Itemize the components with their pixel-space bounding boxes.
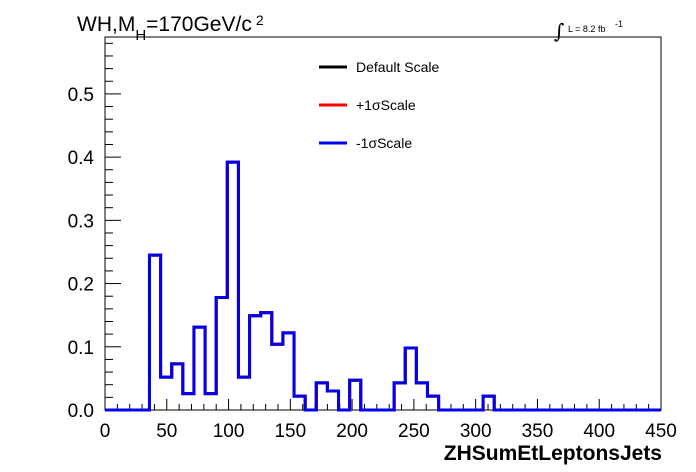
x-tick-label: 200 xyxy=(336,421,368,442)
y-tick-label: 0.0 xyxy=(68,401,94,422)
axis-ticks: 0 50 100 150 200 250 300 350 400 450 0.0 0.1 0.2 0.3 0… xyxy=(68,42,677,442)
luminosity-text: L = 8.2 fb xyxy=(568,24,605,34)
title-rest: =170GeV/c xyxy=(146,13,252,36)
legend-label: Default Scale xyxy=(356,59,439,75)
x-axis-title: ZHSumEtLeptonsJets xyxy=(444,442,662,465)
y-tick-label: 0.3 xyxy=(68,211,94,232)
x-tick-label: 100 xyxy=(213,421,245,442)
y-tick-label: 0.5 xyxy=(68,85,94,106)
y-tick-label: 0.2 xyxy=(68,275,94,296)
x-tick-label: 150 xyxy=(274,421,306,442)
luminosity-label: ∫ L = 8.2 fb -1 xyxy=(554,19,623,43)
x-tick-label: 400 xyxy=(583,421,615,442)
legend-label: -1σScale xyxy=(356,135,412,151)
x-tick-label: 300 xyxy=(460,421,492,442)
x-tick-label: 50 xyxy=(156,421,177,442)
luminosity-superscript: -1 xyxy=(615,19,623,29)
series-2-histogram xyxy=(105,160,661,412)
y-tick-label: 0.4 xyxy=(68,148,95,169)
integral-symbol: ∫ xyxy=(554,19,564,43)
x-tick-label: 250 xyxy=(398,421,430,442)
title-main: WH,M xyxy=(77,13,135,36)
x-tick-label: 350 xyxy=(522,421,554,442)
x-tick-label: 450 xyxy=(645,421,677,442)
series-layer xyxy=(105,160,661,412)
x-tick-label: 0 xyxy=(100,421,111,442)
plot-title: WH,MH=170GeV/c 2 xyxy=(77,12,264,44)
title-subscript: H xyxy=(135,27,146,44)
legend: Default Scale +1σScale -1σScale xyxy=(319,59,439,151)
legend-label: +1σScale xyxy=(356,97,416,113)
title-superscript: 2 xyxy=(256,12,264,28)
y-tick-label: 0.1 xyxy=(68,338,94,359)
